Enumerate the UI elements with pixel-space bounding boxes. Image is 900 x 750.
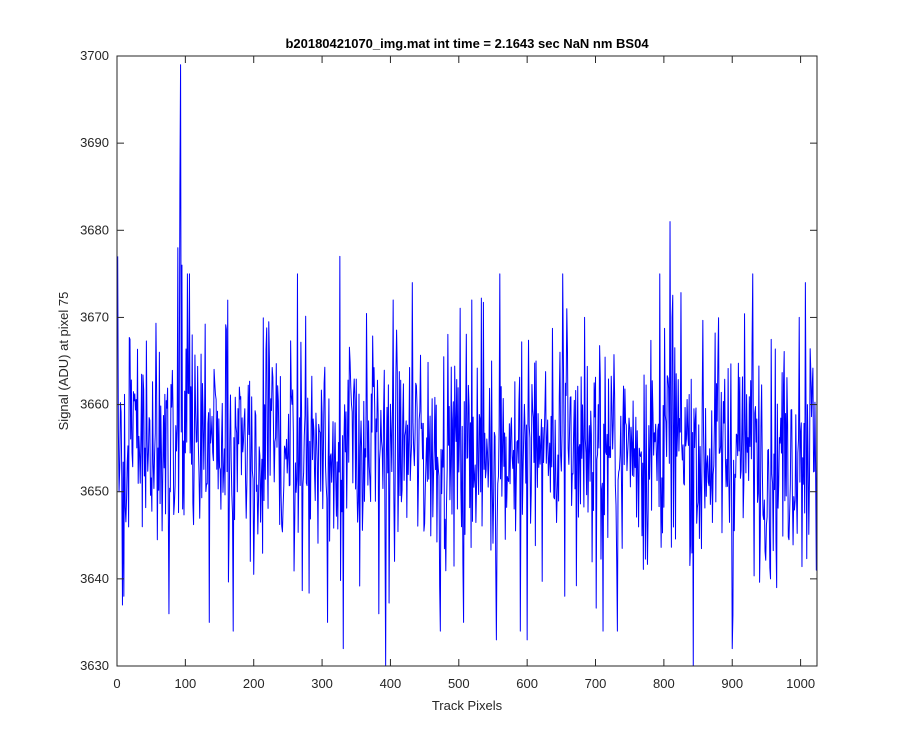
x-tick-label: 200 xyxy=(243,676,265,691)
x-tick-label: 500 xyxy=(448,676,470,691)
x-axis-ticks: 0 100 200 300 400 500 600 700 800 900 1000 xyxy=(113,56,815,691)
y-tick-label: 3640 xyxy=(80,571,109,586)
x-tick-label: 600 xyxy=(516,676,538,691)
y-axis-label: Signal (ADU) at pixel 75 xyxy=(56,292,71,431)
x-tick-label: 300 xyxy=(311,676,333,691)
y-tick-label: 3660 xyxy=(80,397,109,412)
y-tick-label: 3680 xyxy=(80,222,109,237)
plot-area xyxy=(117,56,817,666)
plot-frame xyxy=(116,55,818,667)
x-tick-label: 400 xyxy=(380,676,402,691)
x-tick-label: 1000 xyxy=(786,676,815,691)
x-tick-label: 100 xyxy=(175,676,197,691)
y-tick-label: 3630 xyxy=(80,658,109,673)
y-axis-ticks: 3630 3640 3650 3660 3670 3680 3690 3700 xyxy=(80,48,817,673)
y-tick-label: 3700 xyxy=(80,48,109,63)
x-tick-label: 700 xyxy=(585,676,607,691)
series-line xyxy=(117,64,818,667)
y-tick-label: 3670 xyxy=(80,309,109,324)
x-tick-label: 900 xyxy=(721,676,743,691)
x-tick-label: 0 xyxy=(113,676,120,691)
chart-title: b20180421070_img.mat int time = 2.1643 s… xyxy=(285,36,649,51)
x-tick-label: 800 xyxy=(653,676,675,691)
x-axis-label: Track Pixels xyxy=(432,698,503,713)
y-tick-label: 3690 xyxy=(80,135,109,150)
y-tick-label: 3650 xyxy=(80,484,109,499)
